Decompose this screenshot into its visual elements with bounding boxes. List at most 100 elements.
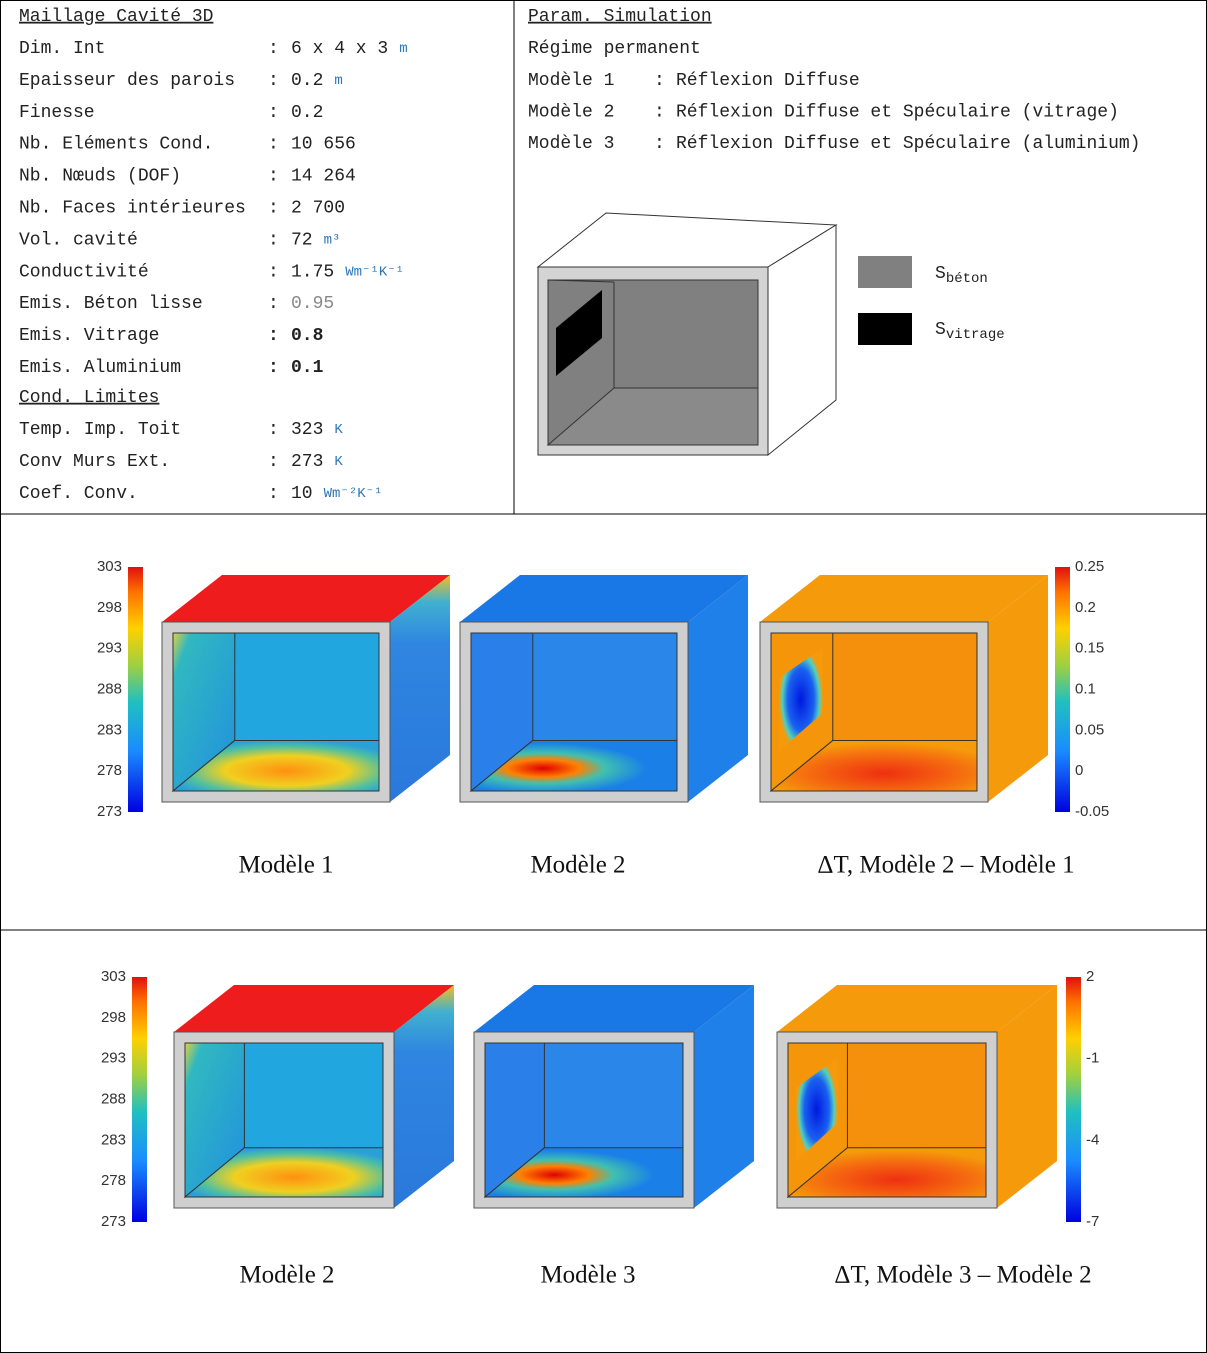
param-label: Coef. Conv.: [19, 484, 138, 504]
param-label: Emis. Vitrage: [19, 326, 159, 346]
legend-subscript: béton: [946, 271, 988, 287]
colorbar-tick-label: 278: [97, 762, 122, 779]
model-label: Modèle 2: [528, 102, 614, 122]
box-floor: [183, 1147, 384, 1198]
thermal-box: [161, 575, 450, 803]
box-floor: [171, 739, 380, 792]
legend-subscript: vitrage: [946, 327, 1005, 343]
colorbar-tick-label: 293: [97, 640, 122, 657]
colorbar-tick-label: 298: [97, 599, 122, 616]
param-row: Emis. Aluminium:0.1: [19, 358, 324, 378]
param-label: Vol. cavité: [19, 230, 138, 250]
box-floor: [769, 739, 978, 792]
colorbar: [1055, 567, 1070, 812]
figure-caption: Modèle 2: [530, 852, 625, 879]
box-floor: [469, 739, 678, 792]
model-label: Modèle 1: [528, 71, 614, 91]
param-unit: K: [334, 422, 343, 438]
param-row: Dim. Int:6 x 4 x 3 m: [19, 39, 408, 59]
box-side: [394, 985, 454, 1208]
param-label: Nb. Faces intérieures: [19, 198, 246, 218]
figure-caption: Modèle 1: [238, 852, 333, 879]
param-row: Conductivité:1.75 Wm⁻¹K⁻¹: [19, 262, 404, 282]
param-value: 0.8: [291, 326, 323, 346]
colorbar-tick-label: 288: [97, 680, 122, 697]
param-row: Finesse:0.2: [19, 103, 323, 123]
colorbar-tick-label: 288: [101, 1090, 126, 1107]
param-row: Emis. Béton lisse:0.95: [19, 294, 334, 314]
colorbar-tick-label: 278: [101, 1172, 126, 1189]
colorbar-tick-label: 0.05: [1075, 721, 1104, 738]
colorbar: [132, 977, 147, 1222]
colorbar-tick-label: 298: [101, 1009, 126, 1026]
colorbar-tick-label: 273: [97, 803, 122, 820]
box-side: [988, 575, 1048, 802]
box-patch: [796, 1058, 838, 1161]
box-floor: [483, 1147, 684, 1198]
separator: :: [268, 452, 279, 472]
separator: :: [268, 134, 279, 154]
model-description: Réflexion Diffuse et Spéculaire (vitrage…: [676, 102, 1119, 122]
param-value: 0.2: [291, 71, 323, 91]
param-value: 323: [291, 420, 323, 440]
separator: :: [654, 71, 665, 91]
colorbar-tick-label: -1: [1086, 1050, 1099, 1067]
cavity-diagram: [536, 212, 912, 457]
model-description: Réflexion Diffuse et Spéculaire (alumini…: [676, 134, 1140, 154]
model-description: Réflexion Diffuse: [676, 71, 860, 91]
param-row: Coef. Conv.:10 Wm⁻²K⁻¹: [19, 484, 382, 504]
section-title: Maillage Cavité 3D: [19, 7, 213, 27]
figure-caption: Modèle 2: [239, 1262, 334, 1289]
colorbar-tick-label: -0.05: [1075, 803, 1109, 820]
separator: :: [268, 358, 279, 378]
thermal-box: [173, 985, 454, 1209]
param-label: Epaisseur des parois: [19, 71, 235, 91]
colorbar-tick-label: -4: [1086, 1131, 1099, 1148]
box-side: [997, 985, 1057, 1208]
separator: :: [268, 39, 279, 59]
colorbar-tick-label: 293: [101, 1050, 126, 1067]
section-title: Param. Simulation: [528, 7, 712, 27]
param-label: Nb. Nœuds (DOF): [19, 166, 181, 186]
param-unit: Wm⁻¹K⁻¹: [345, 264, 404, 280]
box-top: [760, 575, 1048, 622]
box-top: [777, 985, 1057, 1032]
param-label: Finesse: [19, 103, 95, 123]
thermal-box: [759, 575, 1048, 803]
param-label: Dim. Int: [19, 39, 105, 59]
box-top: [174, 985, 454, 1032]
separator: :: [654, 102, 665, 122]
param-value: 273: [291, 452, 323, 472]
box-side: [694, 985, 754, 1208]
separator: :: [268, 326, 279, 346]
thermal-box: [776, 985, 1057, 1209]
separator: :: [268, 420, 279, 440]
separator: :: [268, 484, 279, 504]
param-value: 0.2: [291, 103, 323, 123]
param-value: 2 700: [291, 198, 345, 218]
param-row: Nb. Eléments Cond.:10 656: [19, 134, 356, 154]
regime: Régime permanent: [528, 39, 701, 59]
param-label: Conv Murs Ext.: [19, 452, 170, 472]
colorbar-tick-label: 2: [1086, 968, 1094, 985]
param-label: Nb. Eléments Cond.: [19, 134, 213, 154]
box-patch: [779, 648, 823, 751]
figure-caption: Modèle 3: [540, 1262, 635, 1289]
colorbar-tick-label: 283: [101, 1131, 126, 1148]
param-value: 0.1: [291, 358, 324, 378]
colorbar-tick-label: 303: [97, 558, 122, 575]
separator: :: [268, 262, 279, 282]
model-row: Modèle 3: Réflexion Diffuse et Spéculaire…: [528, 134, 1140, 154]
param-row: Vol. cavité:72 m³: [19, 230, 340, 250]
thermal-box: [459, 575, 748, 803]
param-unit: m: [334, 73, 342, 89]
param-label: Conductivité: [19, 262, 149, 282]
legend-label: Sbéton: [935, 264, 988, 287]
colorbar-tick-label: 0.25: [1075, 558, 1104, 575]
param-unit: K: [334, 454, 343, 470]
section-title: Cond. Limites: [19, 388, 159, 408]
model-label: Modèle 3: [528, 134, 614, 154]
legend-symbol: S: [935, 264, 946, 284]
colorbar-tick-label: 273: [101, 1213, 126, 1230]
param-row: Emis. Vitrage:0.8: [19, 326, 323, 346]
